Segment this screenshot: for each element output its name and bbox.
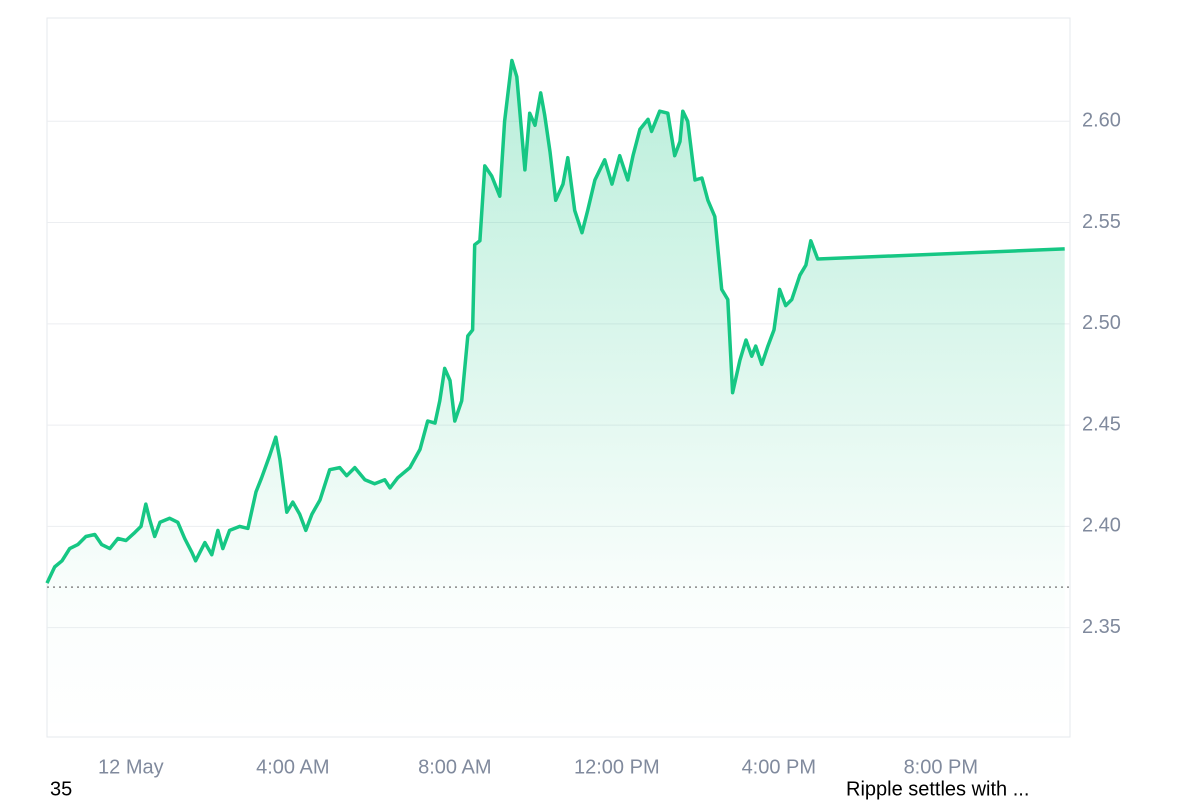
y-tick-label: 2.35 [1082, 616, 1121, 638]
x-tick-label: 4:00 PM [742, 756, 816, 778]
y-tick-label: 2.50 [1082, 312, 1121, 334]
x-tick-label: 12:00 PM [574, 756, 660, 778]
y-tick-label: 2.45 [1082, 413, 1121, 435]
x-tick-label: 8:00 PM [904, 756, 978, 778]
y-tick-label: 2.55 [1082, 211, 1121, 233]
price-line [45, 58, 1065, 584]
y-tick-label: 2.40 [1082, 515, 1121, 537]
x-tick-label: 8:00 AM [418, 756, 491, 778]
x-tick-label: 12 May [98, 756, 164, 778]
footer-left: 35 [50, 778, 72, 800]
y-tick-label: 2.60 [1082, 110, 1121, 132]
news-headline: Ripple settles with ... [846, 778, 1029, 800]
x-tick-label: 4:00 AM [256, 756, 329, 778]
price-area [47, 60, 1065, 737]
